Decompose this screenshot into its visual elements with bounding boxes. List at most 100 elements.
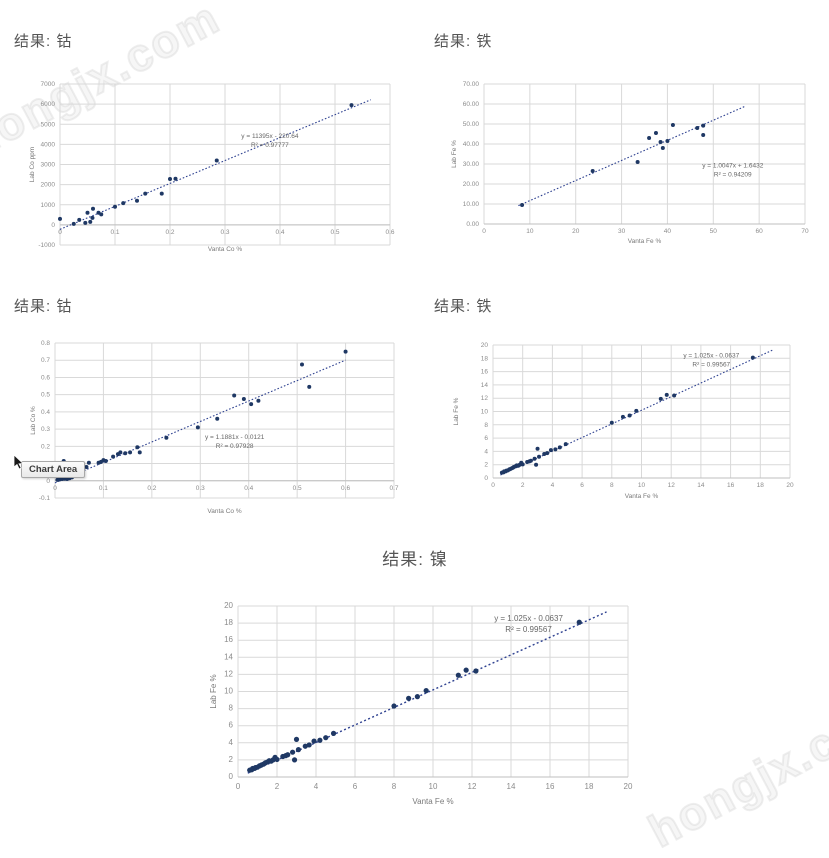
svg-text:2: 2 <box>484 462 488 469</box>
svg-text:0.4: 0.4 <box>41 409 50 416</box>
svg-text:0.1: 0.1 <box>110 229 119 236</box>
svg-text:2: 2 <box>275 782 280 791</box>
svg-text:y = 1.1881x - 0.0121: y = 1.1881x - 0.0121 <box>205 434 265 441</box>
svg-text:18: 18 <box>585 782 594 791</box>
svg-text:0: 0 <box>236 782 241 791</box>
svg-text:0.8: 0.8 <box>41 340 50 347</box>
svg-text:8: 8 <box>392 782 397 791</box>
svg-text:Vanta Co %: Vanta Co % <box>207 508 241 515</box>
svg-text:6000: 6000 <box>41 101 56 108</box>
svg-text:10.00: 10.00 <box>463 201 480 208</box>
svg-text:8: 8 <box>610 482 614 489</box>
svg-text:4: 4 <box>551 482 555 489</box>
svg-text:6: 6 <box>580 482 584 489</box>
svg-text:70: 70 <box>801 228 809 235</box>
svg-text:-0.1: -0.1 <box>39 495 51 502</box>
svg-text:R² = 0.97928: R² = 0.97928 <box>216 443 254 450</box>
svg-text:10: 10 <box>526 228 534 235</box>
svg-text:0.00: 0.00 <box>466 221 479 228</box>
svg-text:Vanta Fe %: Vanta Fe % <box>412 797 453 806</box>
svg-text:20: 20 <box>624 782 633 791</box>
svg-text:0: 0 <box>482 228 486 235</box>
svg-text:8: 8 <box>229 704 234 713</box>
svg-text:10: 10 <box>224 687 233 696</box>
svg-text:0.6: 0.6 <box>385 229 394 236</box>
chart-title-nickel: 结果: 镍 <box>382 550 448 569</box>
svg-text:8: 8 <box>484 422 488 429</box>
svg-text:R² = 0.99567: R² = 0.99567 <box>505 625 552 634</box>
svg-text:0.4: 0.4 <box>244 485 253 492</box>
svg-text:50.00: 50.00 <box>463 121 480 128</box>
svg-text:0.3: 0.3 <box>41 426 50 433</box>
svg-text:y = 11395x - 220.64: y = 11395x - 220.64 <box>241 133 299 140</box>
svg-text:Lab Fe %: Lab Fe % <box>209 674 218 708</box>
svg-text:20: 20 <box>572 228 580 235</box>
svg-text:R² = 0.94209: R² = 0.94209 <box>714 171 752 178</box>
svg-text:Vanta Co %: Vanta Co % <box>208 246 242 253</box>
svg-text:6: 6 <box>353 782 358 791</box>
svg-text:0.4: 0.4 <box>275 229 284 236</box>
svg-text:2: 2 <box>521 482 525 489</box>
svg-text:1000: 1000 <box>41 202 56 209</box>
svg-text:0.6: 0.6 <box>341 485 350 492</box>
svg-text:70.00: 70.00 <box>463 81 480 88</box>
svg-text:14: 14 <box>507 782 516 791</box>
chart-title-iron-top: 结果: 铁 <box>434 33 493 50</box>
cobalt-pct-scatter-plot[interactable]: -0.100.10.20.30.40.50.60.70.800.10.20.30… <box>20 330 420 525</box>
svg-text:0.3: 0.3 <box>196 485 205 492</box>
svg-text:18: 18 <box>481 355 489 362</box>
svg-text:0: 0 <box>53 485 57 492</box>
svg-text:4: 4 <box>314 782 319 791</box>
svg-text:0.2: 0.2 <box>41 443 50 450</box>
svg-text:14: 14 <box>481 382 489 389</box>
svg-text:12: 12 <box>468 782 477 791</box>
svg-text:-1000: -1000 <box>38 242 55 249</box>
svg-text:5000: 5000 <box>41 121 56 128</box>
svg-text:16: 16 <box>481 369 489 376</box>
svg-text:10: 10 <box>638 482 646 489</box>
svg-text:10: 10 <box>481 409 489 416</box>
svg-text:20: 20 <box>786 482 794 489</box>
svg-text:0.5: 0.5 <box>293 485 302 492</box>
svg-text:7000: 7000 <box>41 81 56 88</box>
svg-text:60: 60 <box>756 228 764 235</box>
svg-text:10: 10 <box>429 782 438 791</box>
svg-text:0.2: 0.2 <box>165 229 174 236</box>
svg-text:0.3: 0.3 <box>220 229 229 236</box>
svg-text:Vanta Fe %: Vanta Fe % <box>625 493 659 500</box>
svg-text:30.00: 30.00 <box>463 161 480 168</box>
svg-text:18: 18 <box>224 618 233 627</box>
svg-text:40.00: 40.00 <box>463 141 480 148</box>
chart-title-cobalt-ppm: 结果: 钴 <box>14 33 73 50</box>
chart-title-iron-mid: 结果: 铁 <box>434 298 493 315</box>
svg-text:12: 12 <box>481 395 489 402</box>
svg-text:Lab Fe %: Lab Fe % <box>451 140 458 168</box>
watermark-bottom-right: hongjx.com <box>639 680 829 858</box>
iron-pct-scatter-plot-top[interactable]: 0.00 10.00 20.00 30.00 40.00 50.00 60.00 70.00 0… <box>430 70 829 262</box>
svg-text:4: 4 <box>484 448 488 455</box>
svg-text:20: 20 <box>224 601 233 610</box>
svg-text:0: 0 <box>229 772 234 781</box>
svg-text:R² = 0.99567: R² = 0.99567 <box>692 362 730 369</box>
chart-area-tooltip: Chart Area <box>21 461 86 478</box>
svg-text:0: 0 <box>58 229 62 236</box>
mouse-cursor-icon <box>13 455 24 470</box>
svg-text:Vanta Fe %: Vanta Fe % <box>628 238 662 245</box>
svg-text:0.5: 0.5 <box>330 229 339 236</box>
svg-text:Lab Fe %: Lab Fe % <box>453 397 460 425</box>
nickel-scatter-plot[interactable]: 0 2 4 6 8 10 12 14 16 18 20 0 2 4 6 8 10 12 14 16 18 20 y = 1.… <box>180 575 650 823</box>
svg-text:18: 18 <box>757 482 765 489</box>
svg-text:16: 16 <box>727 482 735 489</box>
svg-text:3000: 3000 <box>41 162 56 169</box>
svg-text:4000: 4000 <box>41 141 56 148</box>
svg-text:0.2: 0.2 <box>147 485 156 492</box>
svg-text:6: 6 <box>229 721 234 730</box>
svg-text:y = 1.0047x + 1.6432: y = 1.0047x + 1.6432 <box>702 162 763 169</box>
svg-text:2: 2 <box>229 755 234 764</box>
svg-text:y = 1.025x - 0.0637: y = 1.025x - 0.0637 <box>494 614 563 623</box>
iron-pct-scatter-plot-mid[interactable]: 0 2 4 6 8 10 12 14 16 18 20 0 2 4 6 8 10 12 14 16 18 20 y = 1.… <box>430 330 829 515</box>
svg-text:6: 6 <box>484 435 488 442</box>
svg-text:0.6: 0.6 <box>41 374 50 381</box>
